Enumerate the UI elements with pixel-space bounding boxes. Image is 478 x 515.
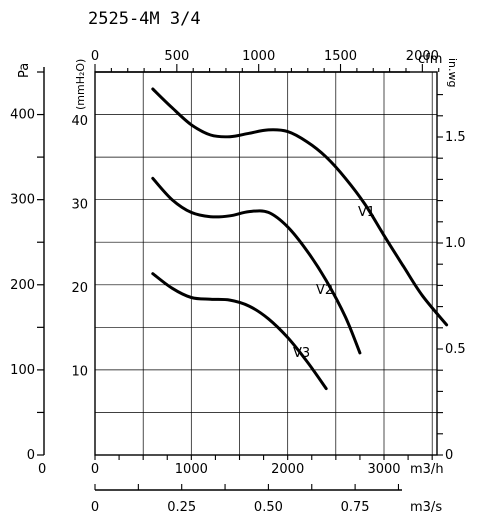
mmh2o-tick-label: 10 [71,365,88,380]
m3h-tick-label: 0 [91,462,99,477]
mmh2o-tick-label: 40 [71,114,88,129]
inwg-axis-label: in.wg [446,58,459,88]
m3h-tick-label: 3000 [367,462,400,477]
mmh2o-axis-label: (mmH₂O) [74,59,87,110]
fan-curves [151,87,449,391]
m3s-tick-label: 0.25 [167,500,196,515]
cfm-axis-label: cfm [418,52,442,67]
mmh2o-tick-label: 20 [71,281,88,296]
m3s-tick-label: 0.75 [341,500,370,515]
left-axis-zero-label: 0 [38,462,46,477]
m3s-axis-label: m3/s [410,500,442,515]
pa-tick-label: 200 [10,278,35,293]
inwg-tick-label: 0.5 [445,342,466,357]
pa-tick-label: 300 [10,193,35,208]
mmh2o-axis: 10 20 30 40 [71,114,88,379]
cfm-tick-label: 500 [164,49,189,64]
inwg-axis: 0 0.5 1.0 1.5 [437,94,466,463]
pa-tick-label: 0 [27,448,35,463]
pa-tick-label: 100 [10,363,35,378]
grid [95,72,437,455]
inwg-tick-label: 0 [445,448,453,463]
pa-axis-label: Pa [17,63,32,78]
series-label-v1: V1 [358,205,375,220]
cfm-tick-label: 1000 [242,49,275,64]
curve-v3 [151,272,328,391]
mmh2o-tick-label: 30 [71,198,88,213]
cfm-tick-label: 1500 [324,49,357,64]
series-label-v3: V3 [293,346,310,361]
cfm-tick-label: 0 [91,49,99,64]
m3s-tick-label: 0 [91,500,99,515]
m3h-tick-label: 1000 [175,462,208,477]
m3h-axis: 0 1000 2000 3000 [91,455,433,477]
cfm-axis: 0 500 1000 1500 2000 [91,49,440,72]
curve-v1 [151,87,449,327]
m3h-tick-label: 2000 [271,462,304,477]
series-label-v2: V2 [316,283,333,298]
m3s-tick-label: 0.50 [254,500,283,515]
inwg-tick-label: 1.0 [445,236,466,251]
inwg-tick-label: 1.5 [445,130,466,145]
pa-axis: 0 100 200 300 400 [10,71,44,463]
pa-tick-label: 400 [10,108,35,123]
cfm-tick-label: 2000 [406,49,439,64]
m3s-axis: 0 0.25 0.50 0.75 [91,484,400,515]
curve-v2 [151,176,362,355]
m3h-axis-label: m3/h [410,462,444,477]
chart-title: 2525-4M 3/4 [88,9,201,29]
